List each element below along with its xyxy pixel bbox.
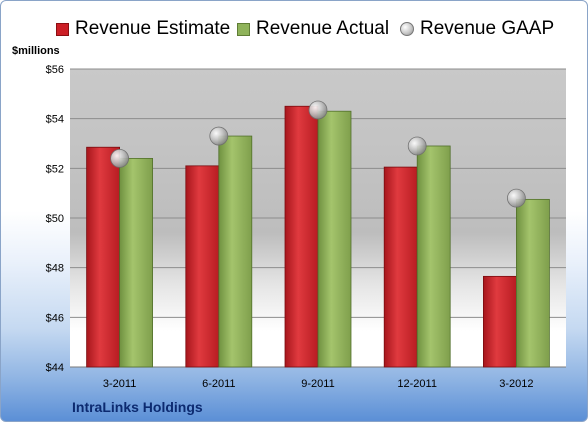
y-tick-label: $46 (46, 312, 64, 324)
legend-item-estimate: Revenue Estimate (56, 17, 230, 41)
x-tick-label: 9-2011 (301, 378, 334, 390)
legend-item-gaap: Revenue GAAP (400, 17, 554, 41)
legend-swatch-estimate (56, 22, 69, 36)
y-tick-label: $52 (46, 163, 64, 175)
marker-revenue-gaap (407, 136, 427, 156)
bar-revenue-estimate (284, 105, 319, 368)
legend-swatch-actual (237, 22, 250, 36)
legend-swatch-gaap (400, 22, 414, 36)
y-tick-label: $48 (46, 263, 64, 275)
marker-revenue-gaap (209, 126, 229, 146)
bar-revenue-actual (119, 157, 153, 368)
bar-revenue-estimate (482, 275, 517, 368)
bar-revenue-actual (516, 198, 550, 368)
x-tick-label: 3-2012 (499, 378, 533, 390)
legend-item-actual: Revenue Actual (237, 17, 389, 41)
marker-revenue-gaap (308, 100, 328, 120)
y-tick-label: $56 (46, 64, 64, 76)
x-tick-label: 12-2011 (397, 378, 437, 390)
bar-revenue-estimate (383, 166, 418, 368)
bar-revenue-estimate (185, 165, 220, 368)
x-tick-label: 3-2011 (103, 378, 136, 390)
company-name: IntraLinks Holdings (72, 399, 203, 415)
x-tick-label: 6-2011 (202, 378, 235, 390)
legend: Revenue Estimate Revenue Actual Revenue … (1, 17, 587, 41)
bar-revenue-actual (218, 135, 253, 368)
y-tick-label: $54 (46, 114, 64, 126)
y-tick-label: $44 (46, 362, 64, 374)
legend-label-estimate: Revenue Estimate (75, 18, 231, 39)
marker-revenue-gaap (110, 148, 129, 168)
legend-label-gaap: Revenue GAAP (420, 18, 555, 39)
y-axis-label: $millions (12, 45, 60, 57)
bar-revenue-estimate (86, 146, 120, 368)
bar-revenue-actual (317, 110, 352, 368)
y-tick-label: $50 (46, 213, 64, 225)
legend-label-actual: Revenue Actual (256, 18, 390, 39)
marker-revenue-gaap (507, 188, 526, 208)
bar-revenue-actual (416, 145, 451, 368)
